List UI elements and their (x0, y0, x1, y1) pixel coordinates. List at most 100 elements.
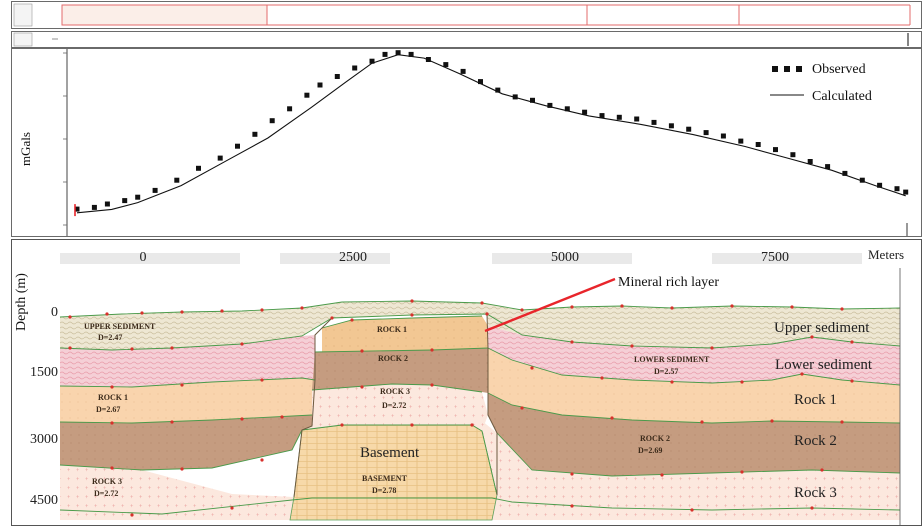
observed-point (842, 170, 848, 176)
depth-tick-label: 1500 (30, 365, 58, 380)
observed-point (334, 74, 340, 79)
observed-point (859, 177, 865, 183)
depth-axis-label: Depth (m) (14, 273, 29, 331)
observed-point (317, 82, 323, 88)
observed-point (352, 65, 358, 71)
rock2-label: ROCK 2 (640, 434, 670, 443)
observed-point (104, 201, 110, 207)
basement-density: D=2.78 (372, 486, 396, 495)
observed-point (287, 106, 293, 112)
legend: Observed Calculated (770, 62, 872, 104)
annotation-label: Mineral rich layer (618, 275, 719, 290)
observed-point (122, 198, 128, 204)
strip-segment (61, 4, 268, 26)
fault-boundaries (293, 313, 498, 498)
legend-upper-sediment: Upper sediment (774, 320, 870, 336)
layer-lower-sediment-left[interactable] (60, 335, 315, 387)
observed-point (495, 87, 501, 93)
observed-point (564, 106, 570, 112)
x-tick-label: 0 (140, 250, 147, 265)
layer-rock3-central-block[interactable] (302, 384, 488, 431)
y-axis-ticks (63, 52, 67, 226)
layer-legend: Upper sediment Lower sediment Rock 1 Roc… (360, 320, 873, 501)
model-vertices[interactable] (68, 299, 854, 517)
layer-rock2-central-block[interactable] (312, 348, 488, 393)
observed-point (773, 147, 778, 153)
x-tick-label: 7500 (761, 250, 789, 265)
legend-basement: Basement (360, 445, 420, 461)
depth-tick-label: 3000 (30, 432, 58, 447)
layer-rock2-left[interactable] (60, 415, 312, 470)
rock1-label: ROCK 1 (98, 393, 128, 402)
scale-strip[interactable] (11, 31, 922, 48)
observed-point (582, 109, 588, 115)
overview-strip-graphic (13, 3, 911, 27)
observed-point (382, 51, 388, 57)
legend-observed-label: Observed (812, 62, 866, 77)
observed-point (877, 182, 883, 188)
rock2-density: D=2.69 (638, 446, 662, 455)
observed-point (91, 204, 97, 210)
observed-point (135, 194, 141, 200)
observed-point (686, 126, 692, 132)
observed-point (807, 159, 813, 164)
layer-basement[interactable] (289, 424, 498, 521)
layer-rock1-left[interactable] (60, 378, 315, 423)
rock3-density: D=2.72 (94, 489, 118, 498)
layer-upper-sediment[interactable] (60, 301, 900, 350)
observed-point (196, 165, 201, 171)
x-tick-label: 5000 (551, 250, 579, 265)
rock1-top-block-label: ROCK 1 (377, 325, 407, 334)
observed-point (703, 130, 709, 136)
legend-observed-marker (772, 66, 778, 72)
lower-sediment-label: LOWER SEDIMENT (634, 355, 710, 364)
legend-rock1: Rock 1 (794, 392, 837, 408)
x-axis-band (492, 253, 632, 264)
x-axis-unit: Meters (868, 247, 904, 262)
layer-labels: UPPER SEDIMENT D=2.47 LOWER SEDIMENT D=2… (84, 322, 710, 498)
observed-point (530, 97, 535, 103)
observed-point (395, 50, 401, 56)
observed-point (894, 186, 900, 192)
legend-rock3: Rock 3 (794, 485, 837, 501)
overview-strip[interactable] (11, 1, 922, 29)
observed-point (252, 131, 258, 137)
observed-point (634, 116, 640, 122)
legend-calculated-label: Calculated (812, 89, 872, 104)
x-tick-label: 2500 (339, 250, 367, 265)
density-model-chart: + 0 2500 5000 7500 Meters Depth (m) 0 15… (12, 240, 921, 525)
rock2-block-label: ROCK 2 (378, 354, 408, 363)
observed-point (217, 155, 223, 161)
observed-point (651, 119, 657, 125)
observed-point (460, 68, 466, 74)
observed-point (903, 189, 909, 195)
observed-point (738, 138, 744, 144)
x-axis-band (60, 253, 240, 264)
legend-observed-marker (796, 66, 802, 72)
observed-point (825, 164, 831, 170)
layer-rock1-right[interactable] (488, 348, 900, 423)
observed-point (408, 51, 414, 57)
scale-strip-graphic (13, 32, 909, 47)
observed-point (304, 92, 310, 98)
y-axis-label: mGals (18, 132, 33, 166)
gravity-profile-chart: mGals Observed Calculated (18, 49, 909, 236)
layer-rock2-right[interactable] (488, 393, 900, 476)
observed-point (547, 102, 553, 108)
x-axis-band (280, 253, 390, 264)
x-axis-band (712, 253, 862, 264)
observed-series-points (74, 50, 909, 217)
legend-lower-sediment: Lower sediment (775, 357, 873, 373)
depth-tick-label: 4500 (30, 493, 58, 508)
rock3-block-density: D=2.72 (382, 401, 406, 410)
observed-point (174, 177, 180, 183)
upper-sediment-density: D=2.47 (98, 333, 122, 342)
layer-rock1-top-block[interactable] (322, 316, 488, 352)
basement-label: BASEMENT (362, 474, 408, 483)
observed-point (443, 62, 449, 68)
strip-label-box (13, 3, 33, 27)
observed-point (425, 57, 431, 62)
observed-point (369, 58, 375, 64)
layer-lower-sediment-right[interactable] (488, 326, 900, 385)
annotation-arrow (484, 277, 616, 333)
